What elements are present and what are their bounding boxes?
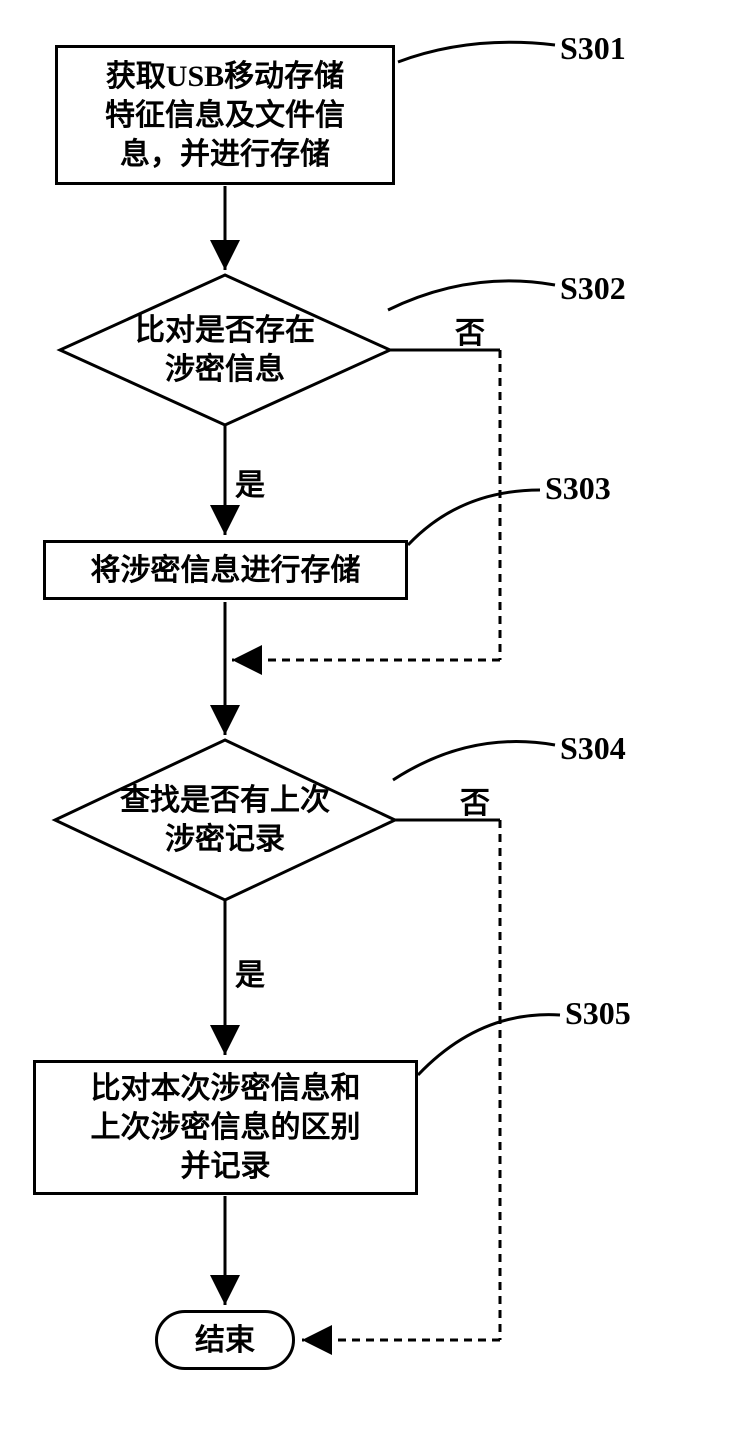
process-s305: 比对本次涉密信息和 上次涉密信息的区别 并记录 [33,1060,418,1195]
step-label-s305: S305 [565,995,631,1032]
process-s301: 获取USB移动存储 特征信息及文件信 息，并进行存储 [55,45,395,185]
terminator-end: 结束 [155,1310,295,1370]
edge-s304-yes: 是 [235,950,265,994]
step-label-s304: S304 [560,730,626,767]
process-s303: 将涉密信息进行存储 [43,540,408,600]
step-label-s303: S303 [545,470,611,507]
flowchart-container: 获取USB移动存储 特征信息及文件信 息，并进行存储 S301 比对是否存在 涉… [0,0,738,1446]
process-s305-text: 比对本次涉密信息和 上次涉密信息的区别 并记录 [91,1069,361,1186]
flowchart-svg [0,0,738,1446]
step-label-s301: S301 [560,30,626,67]
edge-s302-yes: 是 [235,460,265,504]
decision-s302-text: 比对是否存在 涉密信息 [135,311,315,389]
edge-s304-no: 否 [460,778,490,822]
decision-s304: 查找是否有上次 涉密记录 [55,740,395,900]
decision-s302: 比对是否存在 涉密信息 [60,275,390,425]
step-label-s302: S302 [560,270,626,307]
decision-s304-text: 查找是否有上次 涉密记录 [120,781,330,859]
process-s303-text: 将涉密信息进行存储 [91,551,361,590]
edge-s302-no: 否 [455,308,485,352]
process-s301-text: 获取USB移动存储 特征信息及文件信 息，并进行存储 [105,57,345,174]
terminator-end-text: 结束 [195,1321,255,1360]
